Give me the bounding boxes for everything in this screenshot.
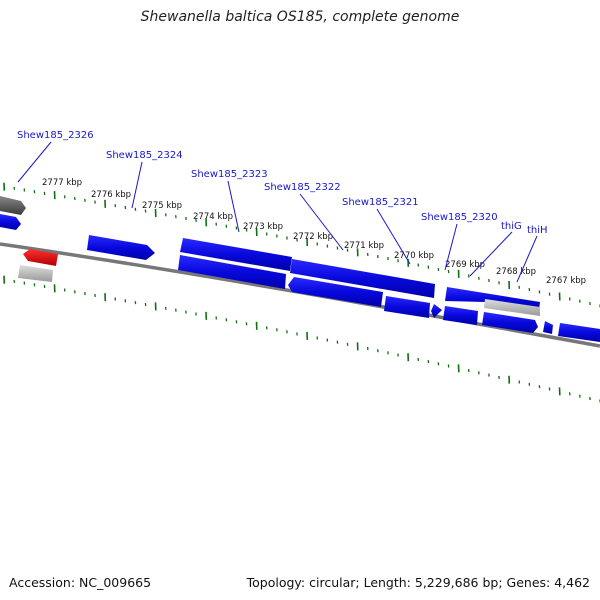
gene-label-thig: thiG xyxy=(501,221,522,232)
leader-line xyxy=(469,231,513,277)
scale-label: 2775 kbp xyxy=(142,201,182,211)
scale-label: 2767 kbp xyxy=(546,276,586,286)
scale-label: 2771 kbp xyxy=(344,241,384,251)
gene-reverse[interactable] xyxy=(558,323,600,342)
gene-label-shew185-2324: Shew185_2324 xyxy=(106,150,183,161)
scale-label: 2777 kbp xyxy=(42,178,82,188)
scale-labels: 2777 kbp 2776 kbp 2775 kbp 2774 kbp 2773… xyxy=(42,178,586,286)
scale-label: 2770 kbp xyxy=(394,251,434,261)
gene-reverse[interactable] xyxy=(482,312,538,333)
gene-reverse[interactable] xyxy=(443,306,478,325)
reverse-strand-genes xyxy=(18,249,600,342)
gene-rna[interactable] xyxy=(23,249,58,266)
gene-label-shew185-2323: Shew185_2323 xyxy=(191,169,268,180)
outer-scale-ticks xyxy=(3,182,600,308)
scale-label: 2769 kbp xyxy=(445,260,485,270)
gene-labels: Shew185_2326 Shew185_2324 Shew185_2323 S… xyxy=(17,130,548,236)
gene-dark[interactable] xyxy=(0,196,26,215)
gene-forward[interactable] xyxy=(87,235,155,260)
gene-label-shew185-2322: Shew185_2322 xyxy=(264,182,341,193)
map-title: Shewanella baltica OS185, complete genom… xyxy=(140,9,460,25)
gene-reverse[interactable] xyxy=(543,321,553,334)
scale-label: 2772 kbp xyxy=(293,232,333,242)
leader-line xyxy=(17,141,52,183)
gene-reverse[interactable] xyxy=(384,296,430,318)
gene-label-shew185-2320: Shew185_2320 xyxy=(421,212,498,223)
forward-strand-genes xyxy=(0,196,540,316)
leader-line xyxy=(444,223,458,271)
gene-label-thih: thiH xyxy=(527,225,548,236)
accession-text: Accession: NC_009665 xyxy=(9,575,152,590)
gene-forward[interactable] xyxy=(180,238,292,271)
genome-backbone xyxy=(0,242,600,348)
leader-lines xyxy=(17,141,538,283)
gene-label-shew185-2321: Shew185_2321 xyxy=(342,197,419,208)
gene-forward[interactable] xyxy=(0,214,21,230)
gene-pseudo[interactable] xyxy=(18,265,53,282)
scale-label: 2774 kbp xyxy=(193,212,233,222)
gene-reverse[interactable] xyxy=(178,255,286,289)
genome-summary: Topology: circular; Length: 5,229,686 bp… xyxy=(246,575,590,590)
gene-forward[interactable] xyxy=(290,259,435,298)
scale-label: 2768 kbp xyxy=(496,267,536,277)
gene-reverse[interactable] xyxy=(431,304,442,318)
leader-line xyxy=(516,235,538,283)
gene-label-shew185-2326: Shew185_2326 xyxy=(17,130,94,141)
scale-label: 2773 kbp xyxy=(243,222,283,232)
inner-scale-ticks xyxy=(3,275,600,403)
gene-reverse[interactable] xyxy=(288,277,383,307)
scale-label: 2776 kbp xyxy=(91,190,131,200)
leader-line xyxy=(299,193,344,251)
gene-pseudo[interactable] xyxy=(484,299,540,316)
leader-line xyxy=(227,180,240,233)
leader-line xyxy=(376,208,411,265)
leader-line xyxy=(131,161,143,209)
